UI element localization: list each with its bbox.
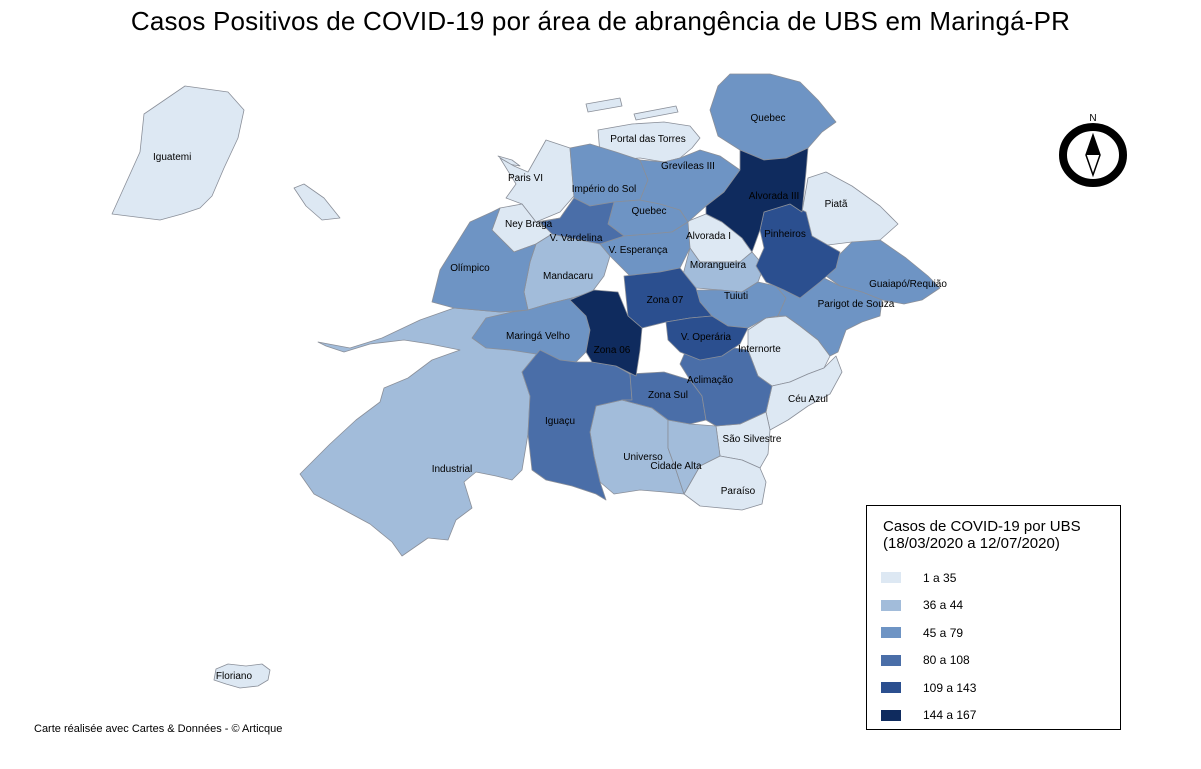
region-label: Olímpico (450, 263, 490, 274)
north-label: N (1089, 113, 1096, 124)
region-label: Guaiapó/Requião (869, 279, 947, 290)
north-arrow-icon: N (1059, 113, 1127, 187)
region-label: Céu Azul (788, 394, 828, 405)
region-area (667, 419, 721, 495)
region-area (213, 663, 271, 689)
legend-item: 144 a 167 (881, 702, 976, 730)
map-title: Casos Positivos de COVID-19 por área de … (130, 6, 1071, 36)
region-label: Floriano (216, 671, 253, 682)
legend-swatch (881, 627, 901, 639)
region-label: Zona 06 (594, 345, 631, 356)
region-label: V. Esperança (608, 245, 668, 256)
region-area (539, 197, 625, 245)
region-area (569, 289, 643, 377)
region-label: Paraíso (721, 486, 756, 497)
legend-title: Casos de COVID-19 por UBS (18/03/2020 a … (883, 518, 1081, 552)
minor-area (293, 183, 341, 221)
legend-swatch (881, 654, 901, 666)
region-label: Paris VI (508, 173, 543, 184)
region-label: Mandacaru (543, 271, 593, 282)
labels-layer: Iguatemi Floriano Portal das Torres Paris V… (153, 113, 947, 682)
region-label: Pinheiros (764, 229, 806, 240)
region-label: Internorte (738, 344, 781, 355)
region-label: Parigot de Souza (818, 299, 895, 310)
region-label: V. Vardelina (550, 233, 603, 244)
region-label: Piatã (825, 199, 848, 210)
region-area (431, 207, 537, 313)
legend-item: 109 a 143 (881, 674, 976, 702)
region-label: Iguatemi (153, 152, 191, 163)
region-area (775, 277, 883, 357)
region-area (755, 203, 841, 299)
region-label: Zona Sul (648, 390, 688, 401)
minor-area (633, 105, 679, 121)
region-label: Morangueira (690, 260, 747, 271)
region-label: Zona 07 (647, 295, 684, 306)
region-label: Quebec (631, 206, 666, 217)
map-credit: Carte réalisée avec Cartes & Données - ©… (34, 723, 283, 735)
region-label: Império do Sol (572, 184, 636, 195)
legend-label: 80 a 108 (923, 653, 970, 668)
region-area (599, 221, 691, 279)
legend: Casos de COVID-19 por UBS (18/03/2020 a … (866, 505, 1121, 730)
legend-label: 1 a 35 (923, 570, 957, 585)
region-label: Ney Braga (505, 219, 553, 230)
legend-item: 80 a 108 (881, 647, 976, 675)
region-area (679, 347, 773, 427)
legend-items: 1 a 35 36 a 44 45 a 79 80 a 108 109 a 143 144… (881, 564, 976, 729)
region-label: Quebec (750, 113, 785, 124)
region-label: Iguaçu (545, 416, 575, 427)
legend-swatch (881, 572, 901, 584)
region-label: Grevíleas III (661, 161, 715, 172)
legend-item: 36 a 44 (881, 592, 976, 620)
region-label: Universo (623, 452, 663, 463)
region-label: Portal das Torres (610, 134, 685, 145)
region-label: Alvorada III (749, 191, 800, 202)
legend-label: 45 a 79 (923, 625, 964, 640)
minor-area (585, 97, 623, 113)
legend-label: 109 a 143 (923, 680, 977, 695)
region-label: Tuiuti (724, 291, 748, 302)
region-label: Cidade Alta (650, 461, 702, 472)
region-area (665, 315, 749, 361)
legend-title-line2: (18/03/2020 a 12/07/2020) (883, 535, 1060, 552)
region-label: Alvorada I (686, 231, 731, 242)
legend-swatch (881, 709, 901, 721)
legend-title-line1: Casos de COVID-19 por UBS (883, 518, 1081, 535)
legend-swatch (881, 682, 901, 694)
region-area (499, 139, 575, 223)
legend-item: 1 a 35 (881, 564, 976, 592)
legend-label: 144 a 167 (923, 708, 977, 723)
compass-rose: N (1056, 110, 1130, 190)
legend-swatch (881, 599, 901, 611)
region-label: São Silvestre (723, 434, 782, 445)
region-area (705, 147, 809, 253)
region-area (801, 171, 899, 247)
region-label: Maringá Velho (506, 331, 570, 342)
region-label: Industrial (432, 464, 473, 475)
region-area (111, 85, 245, 221)
region-label: Aclimação (687, 375, 734, 386)
legend-item: 45 a 79 (881, 619, 976, 647)
region-label: V. Operária (681, 332, 732, 343)
region-area (621, 371, 707, 425)
region-area (683, 455, 767, 511)
legend-label: 36 a 44 (923, 598, 964, 613)
regions-layer (111, 73, 941, 689)
